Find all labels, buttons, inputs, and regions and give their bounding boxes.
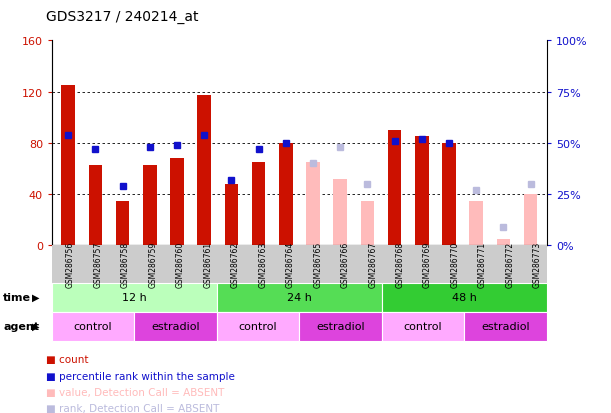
- Text: GSM286767: GSM286767: [368, 241, 377, 287]
- Text: GSM286769: GSM286769: [423, 241, 432, 287]
- Text: GSM286768: GSM286768: [396, 241, 404, 287]
- Text: time: time: [3, 292, 31, 302]
- Text: agent: agent: [3, 321, 39, 331]
- Text: estradiol: estradiol: [481, 321, 530, 331]
- Text: ■ percentile rank within the sample: ■ percentile rank within the sample: [46, 371, 235, 381]
- Bar: [334, 179, 347, 246]
- Bar: [497, 240, 510, 246]
- Text: estradiol: estradiol: [316, 321, 365, 331]
- Text: GDS3217 / 240214_at: GDS3217 / 240214_at: [46, 10, 199, 24]
- Bar: [170, 159, 184, 246]
- Text: GSM286764: GSM286764: [286, 241, 295, 287]
- Bar: [360, 201, 374, 246]
- Bar: [197, 96, 211, 246]
- Text: GSM286761: GSM286761: [203, 241, 212, 287]
- Bar: [252, 163, 265, 246]
- Text: ▶: ▶: [32, 292, 39, 302]
- Text: GSM286773: GSM286773: [533, 241, 542, 287]
- Text: GSM286765: GSM286765: [313, 241, 322, 287]
- Text: control: control: [74, 321, 112, 331]
- Text: GSM286759: GSM286759: [148, 241, 157, 287]
- Text: GSM286770: GSM286770: [451, 241, 459, 287]
- Bar: [62, 86, 75, 246]
- Bar: [388, 131, 401, 246]
- Text: GSM286763: GSM286763: [258, 241, 267, 287]
- Bar: [524, 195, 537, 246]
- Bar: [469, 201, 483, 246]
- Bar: [415, 137, 428, 246]
- Text: estradiol: estradiol: [152, 321, 200, 331]
- Text: GSM286772: GSM286772: [506, 241, 514, 287]
- Text: GSM286762: GSM286762: [231, 241, 240, 287]
- Text: GSM286756: GSM286756: [66, 241, 75, 287]
- Text: control: control: [404, 321, 442, 331]
- Text: control: control: [239, 321, 277, 331]
- Text: 24 h: 24 h: [287, 292, 312, 302]
- Text: ▶: ▶: [32, 321, 39, 331]
- Text: GSM286771: GSM286771: [478, 241, 487, 287]
- Bar: [442, 143, 456, 246]
- Text: GSM286758: GSM286758: [121, 241, 130, 287]
- Text: 48 h: 48 h: [452, 292, 477, 302]
- Bar: [279, 143, 293, 246]
- Bar: [116, 201, 130, 246]
- Text: ■ rank, Detection Call = ABSENT: ■ rank, Detection Call = ABSENT: [46, 403, 219, 413]
- Bar: [306, 163, 320, 246]
- Bar: [225, 184, 238, 246]
- Text: 12 h: 12 h: [122, 292, 147, 302]
- Text: GSM286757: GSM286757: [93, 241, 102, 287]
- Text: ■ value, Detection Call = ABSENT: ■ value, Detection Call = ABSENT: [46, 387, 224, 397]
- Text: GSM286766: GSM286766: [341, 241, 349, 287]
- Bar: [143, 165, 156, 246]
- Bar: [89, 165, 102, 246]
- Text: GSM286760: GSM286760: [176, 241, 185, 287]
- Text: ■ count: ■ count: [46, 354, 89, 364]
